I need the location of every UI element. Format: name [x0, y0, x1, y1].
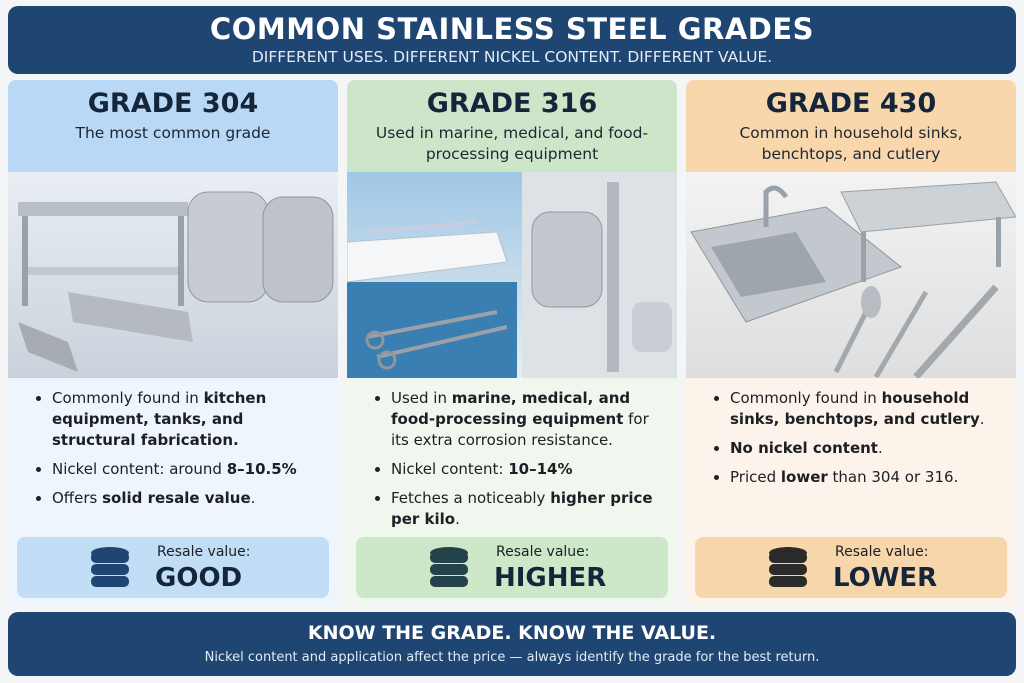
resale-box: Resale value: HIGHER	[356, 537, 668, 598]
bullet-list: Used in marine, medical, and food-proces…	[347, 388, 677, 530]
bullet-text: Commonly found in	[52, 389, 204, 407]
bullet-list: Commonly found in kitchen equipment, tan…	[8, 388, 338, 509]
grade-header: GRADE 430 Common in household sinks, benc…	[686, 80, 1016, 172]
grade-title: GRADE 316	[426, 88, 598, 119]
footer-title: KNOW THE GRADE. KNOW THE VALUE.	[307, 622, 717, 644]
bullet-text: for its extra corrosion resistance.	[391, 410, 649, 449]
bullet-text: Used in	[391, 389, 452, 407]
bullet: Priced lower than 304 or 316.	[730, 467, 998, 488]
bullet: Commonly found in kitchen equipment, tan…	[52, 388, 320, 451]
coin-icon	[430, 547, 468, 587]
grade-header: GRADE 304 The most common grade	[8, 80, 338, 172]
bullet: Offers solid resale value.	[52, 488, 320, 509]
resale-value: GOOD	[155, 563, 243, 593]
bullet: Nickel content: around 8–10.5%	[52, 459, 320, 480]
grade-description: Used in marine, medical, and food-proces…	[375, 124, 649, 163]
resale-box: Resale value: LOWER	[695, 537, 1007, 598]
bullet-list: Commonly found in household sinks, bench…	[686, 388, 1016, 488]
header-title: COMMON STAINLESS STEEL GRADES	[209, 12, 815, 46]
bullet: Used in marine, medical, and food-proces…	[391, 388, 659, 451]
bullet-text: lower	[780, 468, 828, 486]
header-subtitle: DIFFERENT USES. DIFFERENT NICKEL CONTENT…	[251, 48, 773, 66]
bullet-text: .	[455, 510, 460, 528]
bullet-text: Nickel content:	[391, 460, 509, 478]
grade-description: The most common grade	[75, 124, 271, 142]
bullet-text: household sinks, benchtops, and cutlery	[730, 389, 980, 428]
grade-title: GRADE 430	[765, 88, 937, 119]
bullet-text: .	[877, 439, 883, 457]
product-photo	[686, 172, 1016, 378]
bullet-text: Offers	[52, 489, 103, 507]
bullet: No nickel content.	[730, 438, 998, 459]
resale-label: Resale value:	[157, 544, 251, 560]
bullet-text: Fetches a noticeably	[391, 489, 551, 507]
bullet-text: Commonly found in	[730, 389, 882, 407]
resale-value: LOWER	[833, 563, 938, 593]
resale-label: Resale value:	[496, 544, 590, 560]
bullet-text: solid resale value	[102, 489, 251, 507]
grade-header: GRADE 316 Used in marine, medical, and fo…	[347, 80, 677, 172]
coin-icon	[769, 547, 807, 587]
bullet-text: kitchen equipment, tanks, and structural…	[52, 389, 267, 449]
footer: KNOW THE GRADE. KNOW THE VALUE. Nickel c…	[8, 612, 1016, 676]
bullet-text: No nickel content	[730, 439, 878, 457]
bullet-text: .	[979, 410, 985, 428]
resale-box: Resale value: GOOD	[17, 537, 329, 598]
grade-description: Common in household sinks, benchtops, an…	[739, 124, 963, 163]
bullet: Commonly found in household sinks, bench…	[730, 388, 998, 430]
coin-icon	[91, 547, 129, 587]
grade-title: GRADE 304	[87, 88, 259, 119]
footer-text: Nickel content and application affect th…	[204, 650, 820, 665]
bullet-text: 8–10.5%	[226, 460, 297, 478]
grade-card: GRADE 430 Common in household sinks, benc…	[686, 80, 1016, 605]
grade-card: GRADE 304 The most common grade Commonly …	[8, 80, 338, 605]
grade-card: GRADE 316 Used in marine, medical, and fo…	[347, 80, 677, 605]
bullet: Nickel content: 10–14%	[391, 459, 659, 480]
bullet-text: higher price per kilo	[391, 489, 653, 528]
header: COMMON STAINLESS STEEL GRADES DIFFERENT …	[8, 6, 1016, 74]
product-photo	[347, 172, 677, 378]
bullet-text: Nickel content: around	[52, 460, 227, 478]
product-photo	[8, 172, 338, 378]
resale-label: Resale value:	[835, 544, 929, 560]
bullet-text: .	[250, 489, 256, 507]
bullet-text: marine, medical, and food-processing equ…	[391, 389, 631, 428]
bullet: Fetches a noticeably higher price per ki…	[391, 488, 659, 530]
bullet-text: 10–14%	[508, 460, 573, 478]
bullet-text: Priced	[730, 468, 781, 486]
bullet-text: than 304 or 316.	[827, 468, 959, 486]
resale-value: HIGHER	[494, 563, 607, 593]
